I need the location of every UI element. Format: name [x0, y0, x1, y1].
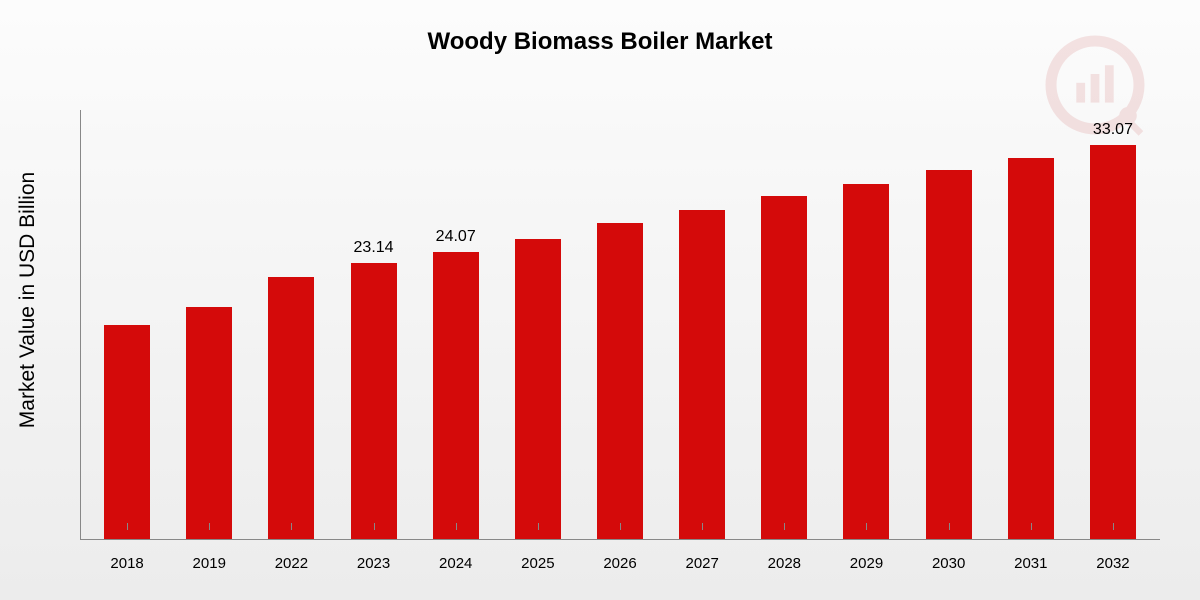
bar — [351, 263, 397, 539]
bar-slot — [990, 110, 1072, 539]
bar — [268, 277, 314, 539]
x-tick-label: 2030 — [908, 555, 990, 572]
bar-slot — [250, 110, 332, 539]
x-tick-label: 2031 — [990, 555, 1072, 572]
bar-slot — [908, 110, 990, 539]
bar-slot — [579, 110, 661, 539]
bar — [843, 184, 889, 539]
bar-slot — [661, 110, 743, 539]
bar-slot — [743, 110, 825, 539]
x-tick-label: 2028 — [743, 555, 825, 572]
bar-slot: 33.07 — [1072, 110, 1154, 539]
bar-slot — [168, 110, 250, 539]
x-tick-label: 2024 — [415, 555, 497, 572]
x-tick-label: 2032 — [1072, 555, 1154, 572]
bar-slot — [825, 110, 907, 539]
chart-title: Woody Biomass Boiler Market — [0, 28, 1200, 56]
bar — [1008, 158, 1054, 539]
x-tick-label: 2019 — [168, 555, 250, 572]
bar-slot — [86, 110, 168, 539]
bar-slot: 24.07 — [415, 110, 497, 539]
bar — [515, 239, 561, 539]
bars-container: 23.14 24.07 33.07 — [80, 110, 1160, 539]
x-axis: 2018201920222023202420252026202720282029… — [80, 555, 1160, 572]
bar — [186, 307, 232, 539]
bar — [926, 170, 972, 539]
bar — [104, 325, 150, 540]
bar — [1090, 145, 1136, 539]
bar — [597, 223, 643, 539]
y-axis-label: Market Value in USD Billion — [16, 172, 40, 428]
bar — [761, 196, 807, 539]
bar-slot — [497, 110, 579, 539]
plot-area: 23.14 24.07 33.07 — [80, 110, 1160, 540]
bar — [433, 252, 479, 539]
x-tick-label: 2025 — [497, 555, 579, 572]
x-tick-label: 2029 — [825, 555, 907, 572]
x-tick-label: 2022 — [250, 555, 332, 572]
bar-value-label: 24.07 — [436, 228, 476, 246]
bar — [679, 210, 725, 539]
x-tick-label: 2018 — [86, 555, 168, 572]
bar-slot: 23.14 — [332, 110, 414, 539]
x-tick-label: 2023 — [332, 555, 414, 572]
x-tick-label: 2026 — [579, 555, 661, 572]
bar-value-label: 23.14 — [354, 239, 394, 257]
x-tick-label: 2027 — [661, 555, 743, 572]
bar-value-label: 33.07 — [1093, 121, 1133, 139]
